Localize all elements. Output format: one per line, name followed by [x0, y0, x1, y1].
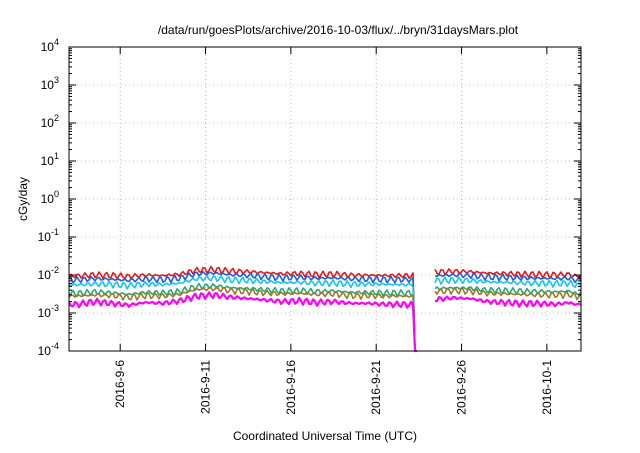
y-tick-label: 10-1: [38, 227, 59, 244]
y-tick-label: 10-3: [38, 303, 59, 320]
y-tick-label: 101: [41, 151, 59, 168]
y-tick-label: 100: [41, 189, 59, 206]
series-layer: [68, 265, 582, 353]
y-tick-label: 10-2: [38, 265, 59, 282]
series-line: [434, 286, 582, 301]
x-tick-label: 2016-9-26: [455, 360, 469, 415]
series-line: [434, 272, 582, 284]
series-line: [68, 275, 417, 352]
series-line: [68, 285, 417, 352]
x-axis-label: Coordinated Universal Time (UTC): [233, 429, 417, 443]
y-axis-label: cGy/day: [16, 177, 30, 221]
series-line: [68, 270, 417, 352]
x-tick-label: 2016-9-6: [113, 360, 127, 408]
series-line: [434, 286, 582, 296]
x-tick-label: 2016-9-11: [199, 360, 213, 414]
x-tick-label: 2016-10-1: [540, 360, 554, 415]
series-line: [68, 291, 417, 353]
y-tick-label: 102: [41, 113, 59, 130]
chart-title: /data/run/goesPlots/archive/2016-10-03/f…: [158, 23, 519, 37]
y-axis: 10-4 10-3 10-2 10-1 100 101 102 103 104: [38, 37, 581, 358]
x-tick-label: 2016-9-21: [369, 360, 383, 415]
series-line: [434, 295, 582, 308]
series-line: [434, 276, 582, 289]
y-tick-label: 10-4: [38, 341, 59, 358]
y-tick-label: 104: [41, 37, 59, 54]
x-tick-label: 2016-9-16: [284, 360, 298, 415]
y-tick-label: 103: [41, 75, 59, 92]
x-axis: 2016-9-6 2016-9-11 2016-9-16 2016-9-21 2016-…: [113, 47, 554, 415]
